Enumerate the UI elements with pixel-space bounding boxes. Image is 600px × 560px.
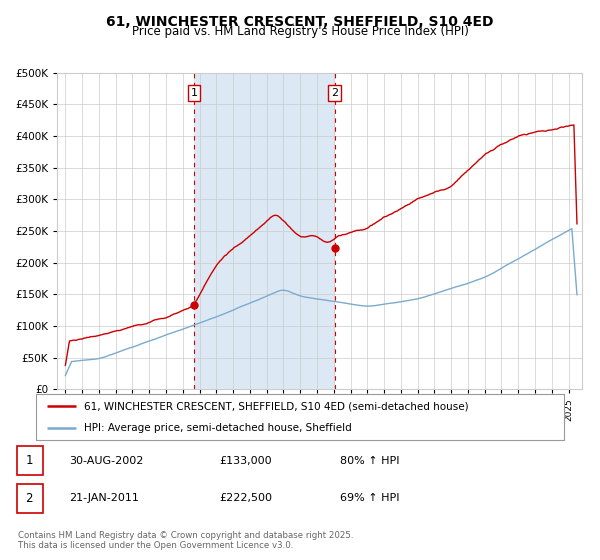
Text: 30-AUG-2002: 30-AUG-2002 xyxy=(70,456,144,465)
Text: HPI: Average price, semi-detached house, Sheffield: HPI: Average price, semi-detached house,… xyxy=(83,423,351,433)
Text: 61, WINCHESTER CRESCENT, SHEFFIELD, S10 4ED: 61, WINCHESTER CRESCENT, SHEFFIELD, S10 … xyxy=(106,15,494,29)
FancyBboxPatch shape xyxy=(17,446,43,475)
Bar xyxy=(194,73,335,389)
Text: 80% ↑ HPI: 80% ↑ HPI xyxy=(340,456,400,465)
Text: 2: 2 xyxy=(26,492,33,505)
Text: £133,000: £133,000 xyxy=(220,456,272,465)
Text: 2: 2 xyxy=(331,88,338,98)
FancyBboxPatch shape xyxy=(36,394,564,440)
Text: Contains HM Land Registry data © Crown copyright and database right 2025.
This d: Contains HM Land Registry data © Crown c… xyxy=(18,531,353,550)
FancyBboxPatch shape xyxy=(17,484,43,513)
Text: 61, WINCHESTER CRESCENT, SHEFFIELD, S10 4ED (semi-detached house): 61, WINCHESTER CRESCENT, SHEFFIELD, S10 … xyxy=(83,401,468,411)
Text: 69% ↑ HPI: 69% ↑ HPI xyxy=(340,493,400,503)
Text: £222,500: £222,500 xyxy=(220,493,272,503)
Text: 21-JAN-2011: 21-JAN-2011 xyxy=(70,493,139,503)
Text: Price paid vs. HM Land Registry's House Price Index (HPI): Price paid vs. HM Land Registry's House … xyxy=(131,25,469,38)
Text: 1: 1 xyxy=(190,88,197,98)
Text: 1: 1 xyxy=(26,454,33,467)
